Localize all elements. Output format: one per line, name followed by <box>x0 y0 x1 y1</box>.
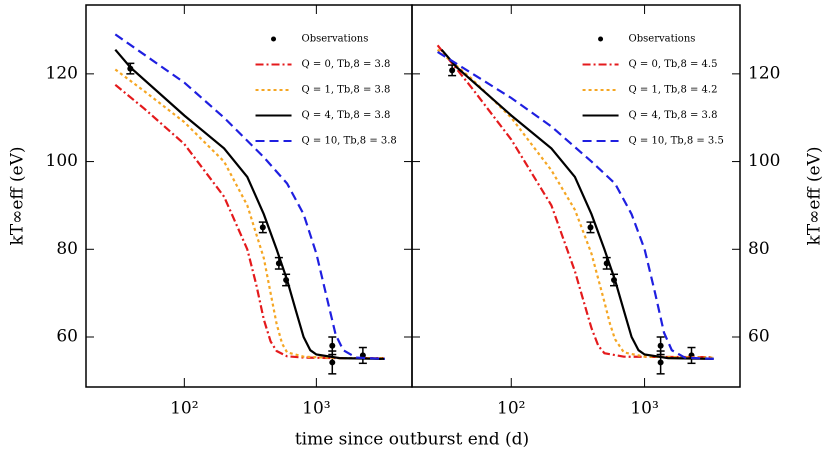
curve <box>114 33 385 360</box>
legend-label: Q = 1, Tb,8 = 3.8 <box>302 85 391 96</box>
y-axis-label: kT∞eff (eV) <box>805 147 825 246</box>
observation-point <box>657 342 664 349</box>
legend-label: Q = 10, Tb,8 = 3.5 <box>629 136 724 147</box>
legend-marker <box>598 36 604 42</box>
y-tick-label: 120 <box>46 63 78 83</box>
observation-point <box>449 67 456 74</box>
legend-label: Observations <box>629 34 696 45</box>
observation-point <box>587 224 594 231</box>
x-tick-label: 10³ <box>630 399 658 419</box>
observation-point <box>259 224 266 231</box>
plot-frame <box>411 4 741 388</box>
legend-label: Q = 4, Tb,8 = 3.8 <box>302 110 391 121</box>
y-tick-label: 60 <box>748 327 770 347</box>
y-tick-label: 80 <box>748 239 770 259</box>
x-axis-label: time since outburst end (d) <box>295 430 529 450</box>
legend-marker <box>271 36 277 42</box>
y-tick-label: 80 <box>56 239 78 259</box>
observation-point <box>329 342 336 349</box>
y-tick-label: 60 <box>56 327 78 347</box>
y-tick-label: 100 <box>748 151 780 171</box>
x-tick-label: 10³ <box>302 399 330 419</box>
legend-label: Q = 0, Tb,8 = 4.5 <box>629 59 718 70</box>
legend-label: Q = 4, Tb,8 = 3.8 <box>629 110 718 121</box>
curve <box>114 48 385 360</box>
legend-label: Observations <box>302 34 369 45</box>
y-tick-label: 120 <box>748 63 780 83</box>
legend-label: Q = 1, Tb,8 = 4.2 <box>629 85 718 96</box>
y-axis-label: kT∞eff (eV) <box>8 147 28 246</box>
y-tick-label: 100 <box>46 151 78 171</box>
curve <box>437 50 714 360</box>
observation-point <box>657 359 664 366</box>
curve <box>114 83 385 360</box>
x-tick-label: 10² <box>497 399 525 419</box>
curve <box>436 44 714 359</box>
curve <box>114 68 385 360</box>
observation-point <box>329 359 336 366</box>
x-tick-label: 10² <box>170 399 198 419</box>
curve <box>440 48 714 360</box>
legend-label: Q = 0, Tb,8 = 3.8 <box>302 59 391 70</box>
curve <box>436 48 714 359</box>
legend-label: Q = 10, Tb,8 = 3.8 <box>302 136 397 147</box>
